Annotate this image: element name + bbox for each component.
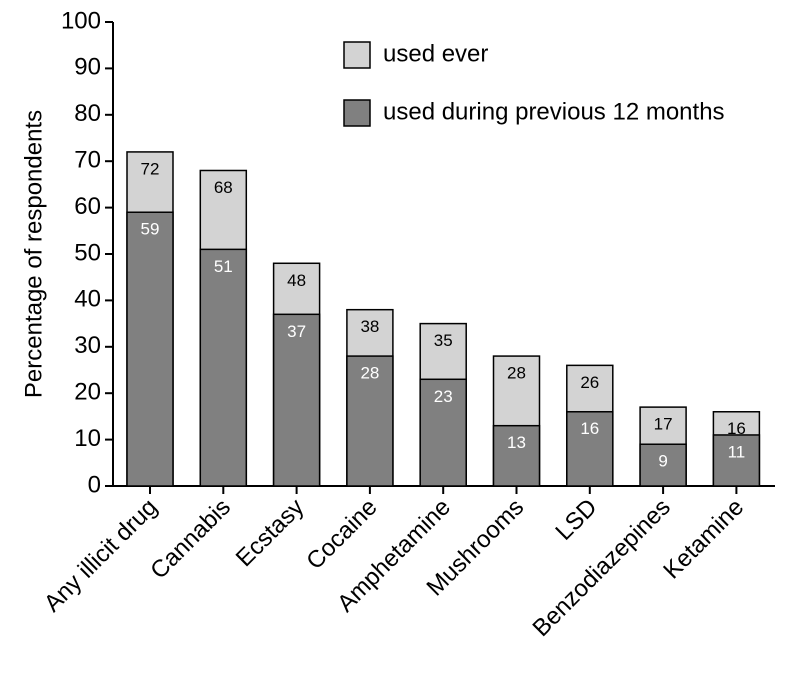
- bar: [346, 355, 394, 487]
- y-tick-label: 60: [74, 193, 101, 220]
- value-label: 16: [727, 419, 746, 438]
- value-label: 28: [360, 364, 379, 383]
- x-tick-label: Cannabis: [145, 494, 236, 585]
- y-tick-label: 40: [74, 286, 101, 313]
- value-label: 37: [287, 322, 306, 341]
- bar: [272, 313, 321, 487]
- value-label: 28: [507, 364, 526, 383]
- y-tick-label: 0: [88, 471, 101, 498]
- x-tick-label: Any illicit drug: [39, 494, 163, 618]
- y-tick-label: 30: [74, 332, 101, 359]
- bar: [492, 424, 541, 487]
- legend-swatch: [343, 41, 371, 69]
- y-tick-label: 50: [74, 239, 101, 266]
- y-tick-label: 20: [74, 379, 101, 406]
- x-tick-label: Ecstasy: [231, 494, 310, 573]
- x-tick-label: LSD: [550, 494, 602, 546]
- value-label: 17: [654, 415, 673, 434]
- value-label: 51: [214, 257, 233, 276]
- bar: [712, 434, 761, 487]
- value-label: 26: [580, 373, 599, 392]
- value-label: 68: [214, 178, 233, 197]
- value-label: 9: [658, 452, 667, 471]
- value-label: 38: [360, 317, 379, 336]
- legend-swatch: [343, 99, 371, 127]
- bar: [199, 248, 248, 487]
- bar: [419, 378, 467, 487]
- value-label: 72: [141, 159, 160, 178]
- value-label: 16: [580, 419, 599, 438]
- y-tick-label: 100: [61, 7, 101, 34]
- bar: [566, 411, 614, 487]
- y-tick-label: 70: [74, 147, 101, 174]
- bar: [126, 211, 174, 487]
- value-label: 35: [434, 331, 453, 350]
- y-tick-label: 10: [74, 425, 101, 452]
- legend-label: used ever: [383, 40, 488, 67]
- value-label: 23: [434, 387, 453, 406]
- value-label: 59: [141, 220, 160, 239]
- y-tick-label: 80: [74, 100, 101, 127]
- bar: [639, 443, 687, 487]
- value-label: 13: [507, 433, 526, 452]
- value-label: 11: [728, 442, 746, 461]
- y-axis-label: Percentage of respondents: [20, 110, 47, 398]
- x-tick-label: Ketamine: [658, 494, 749, 585]
- value-label: 48: [287, 271, 306, 290]
- y-tick-label: 90: [74, 54, 101, 81]
- legend-label: used during previous 12 months: [383, 98, 725, 125]
- x-tick-label: Benzodiazepines: [527, 494, 675, 642]
